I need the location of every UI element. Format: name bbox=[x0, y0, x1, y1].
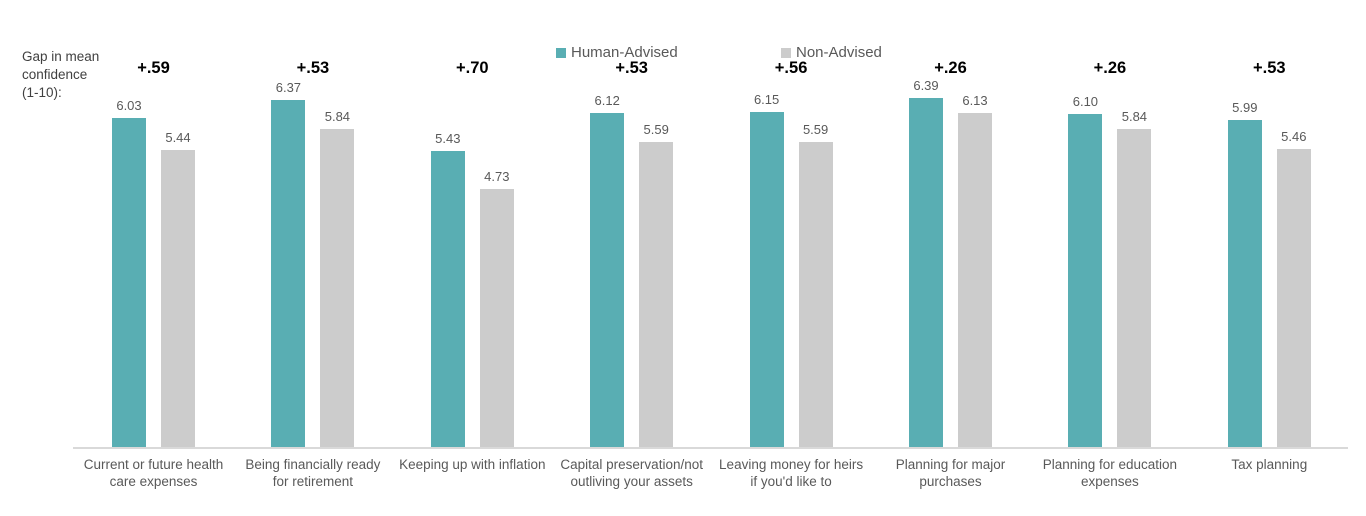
value-label-non-advised: 5.59 bbox=[643, 122, 669, 137]
gap-label: +.53 bbox=[1253, 59, 1286, 77]
value-label-human-advised: 6.12 bbox=[594, 93, 620, 108]
legend-label-non-advised: Non-Advised bbox=[796, 44, 882, 61]
gap-label: +.53 bbox=[615, 59, 648, 77]
value-label-non-advised: 5.84 bbox=[324, 109, 351, 124]
y-axis-note: Gap in mean confidence (1-10): bbox=[22, 49, 100, 100]
bar-non-advised bbox=[958, 113, 992, 448]
bar-human-advised bbox=[112, 118, 146, 448]
bar-non-advised bbox=[798, 142, 833, 448]
value-label-human-advised: 6.10 bbox=[1072, 94, 1099, 109]
category-label: Tax planning bbox=[1231, 457, 1308, 472]
bar-non-advised bbox=[479, 189, 514, 448]
gap-label: +.70 bbox=[456, 59, 489, 77]
category-label: Being financially ready for retirement bbox=[245, 457, 381, 489]
value-label-human-advised: 6.03 bbox=[116, 98, 142, 113]
category-label: Keeping up with inflation bbox=[399, 457, 546, 472]
legend-entry-non-advised: Non-Advised bbox=[781, 44, 882, 61]
value-label-human-advised: 5.99 bbox=[1232, 100, 1258, 115]
gap-label: +.59 bbox=[137, 59, 170, 77]
bar-non-advised bbox=[161, 150, 195, 448]
x-axis-baseline bbox=[73, 447, 1348, 449]
value-label-human-advised: 6.37 bbox=[275, 80, 302, 95]
legend-label-human-advised: Human-Advised bbox=[571, 44, 678, 61]
value-label-human-advised: 6.15 bbox=[753, 92, 780, 107]
value-label-human-advised: 5.43 bbox=[435, 131, 461, 146]
gap-label: +.26 bbox=[1093, 59, 1127, 77]
category-label: Capital preservation/not outliving your … bbox=[560, 457, 703, 489]
value-label-non-advised: 6.13 bbox=[962, 93, 988, 108]
gap-label: +.56 bbox=[774, 59, 808, 77]
value-label-human-advised: 6.39 bbox=[913, 78, 939, 93]
bar-human-advised bbox=[430, 151, 465, 448]
legend-swatch-non-advised-icon bbox=[781, 47, 791, 58]
value-label-non-advised: 5.46 bbox=[1281, 129, 1307, 144]
bar-human-advised bbox=[590, 113, 625, 448]
bar-non-advised bbox=[320, 129, 355, 448]
value-label-non-advised: 5.59 bbox=[802, 122, 829, 137]
gap-label: +.53 bbox=[296, 59, 330, 77]
legend-entry-human-advised: Human-Advised bbox=[556, 44, 678, 61]
bar-non-advised bbox=[1117, 129, 1152, 448]
category-label: Current or future health care expenses bbox=[83, 457, 224, 489]
category-label: Planning for major purchases bbox=[895, 457, 1006, 489]
category-label: Planning for education expenses bbox=[1042, 457, 1178, 489]
bar-human-advised bbox=[271, 100, 306, 448]
bar-human-advised bbox=[1227, 120, 1262, 448]
bar-human-advised bbox=[909, 98, 943, 448]
bar-non-advised bbox=[1276, 149, 1311, 448]
value-label-non-advised: 5.84 bbox=[1121, 109, 1148, 124]
value-label-non-advised: 4.73 bbox=[484, 169, 510, 184]
bar-human-advised bbox=[1068, 114, 1103, 448]
value-label-non-advised: 5.44 bbox=[165, 130, 191, 145]
bar-human-advised bbox=[749, 112, 784, 448]
bar-non-advised bbox=[639, 142, 674, 448]
category-label: Leaving money for heirs if you'd like to bbox=[719, 457, 864, 489]
gap-label: +.26 bbox=[934, 59, 967, 77]
legend-swatch-human-advised-icon bbox=[556, 47, 566, 58]
